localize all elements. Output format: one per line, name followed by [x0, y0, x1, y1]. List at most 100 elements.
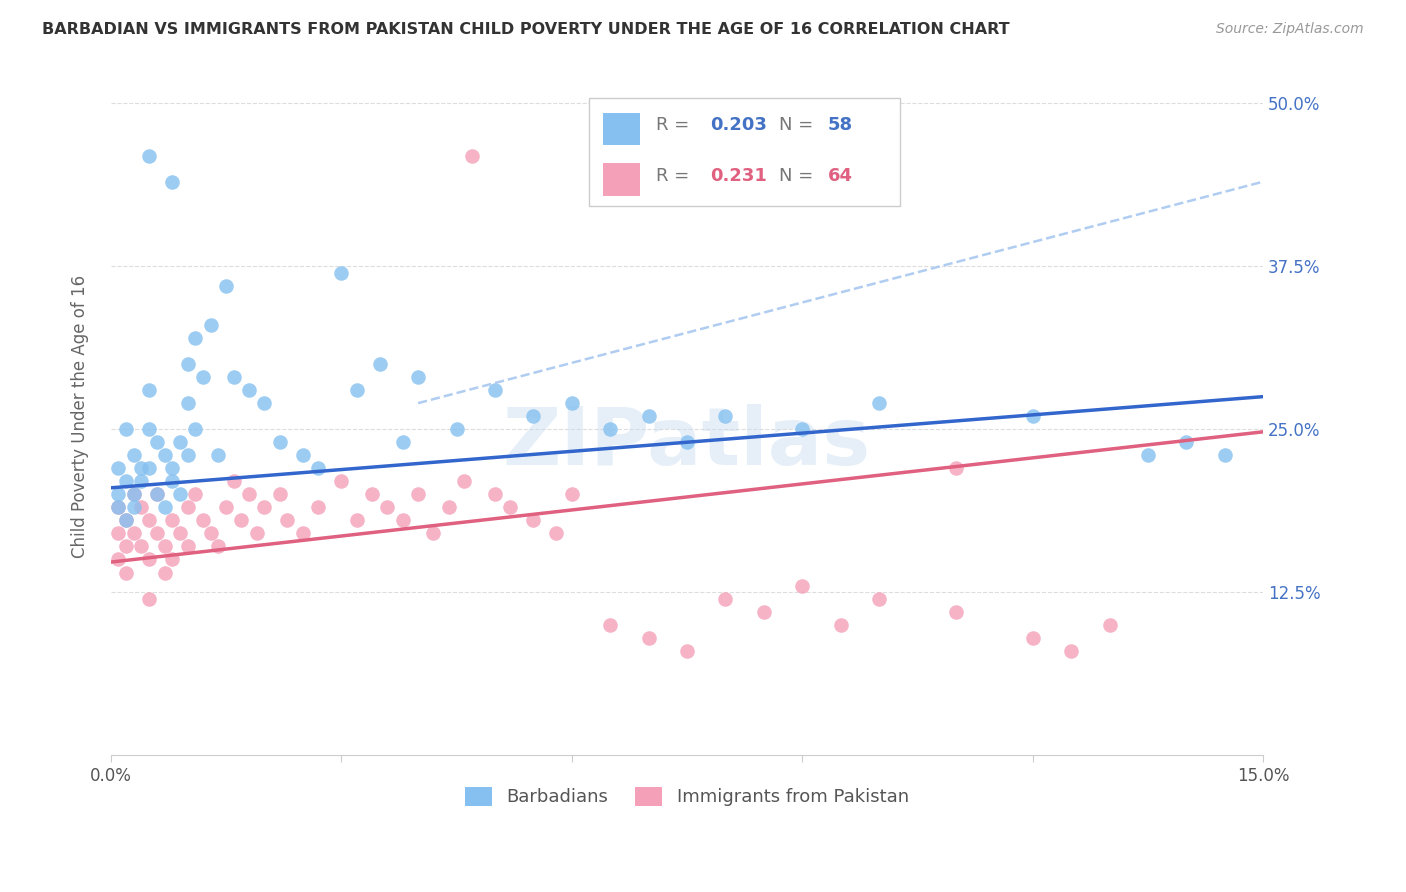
- Text: BARBADIAN VS IMMIGRANTS FROM PAKISTAN CHILD POVERTY UNDER THE AGE OF 16 CORRELAT: BARBADIAN VS IMMIGRANTS FROM PAKISTAN CH…: [42, 22, 1010, 37]
- Point: [122, 448, 145, 462]
- Point: [238, 487, 260, 501]
- Point: [184, 422, 207, 436]
- Point: [176, 500, 198, 515]
- Point: [637, 631, 659, 645]
- Point: [291, 526, 314, 541]
- Point: [222, 370, 245, 384]
- Point: [461, 148, 484, 162]
- FancyBboxPatch shape: [603, 112, 640, 145]
- Point: [945, 605, 967, 619]
- Point: [153, 566, 176, 580]
- Point: [422, 526, 444, 541]
- Point: [253, 396, 276, 410]
- Point: [138, 383, 160, 397]
- Point: [146, 435, 169, 450]
- Point: [453, 475, 475, 489]
- Point: [215, 500, 238, 515]
- Point: [346, 513, 368, 527]
- Point: [437, 500, 460, 515]
- Point: [676, 643, 699, 657]
- Point: [138, 552, 160, 566]
- Point: [215, 279, 238, 293]
- Point: [191, 513, 214, 527]
- FancyBboxPatch shape: [589, 98, 900, 206]
- Point: [406, 487, 429, 501]
- Point: [307, 461, 329, 475]
- Point: [115, 422, 138, 436]
- Point: [346, 383, 368, 397]
- Point: [200, 526, 222, 541]
- FancyBboxPatch shape: [603, 163, 640, 196]
- Point: [169, 526, 191, 541]
- Point: [599, 617, 621, 632]
- Point: [115, 566, 138, 580]
- Point: [153, 500, 176, 515]
- Point: [714, 409, 737, 424]
- Point: [522, 409, 544, 424]
- Point: [291, 448, 314, 462]
- Point: [107, 461, 129, 475]
- Point: [246, 526, 269, 541]
- Point: [637, 409, 659, 424]
- Point: [131, 500, 153, 515]
- Point: [945, 461, 967, 475]
- Point: [115, 475, 138, 489]
- Point: [160, 475, 183, 489]
- Point: [207, 448, 229, 462]
- Point: [446, 422, 468, 436]
- Point: [184, 487, 207, 501]
- Point: [253, 500, 276, 515]
- Point: [377, 500, 399, 515]
- Text: 0.231: 0.231: [710, 167, 766, 185]
- Point: [522, 513, 544, 527]
- Point: [406, 370, 429, 384]
- Point: [269, 487, 291, 501]
- Point: [330, 266, 353, 280]
- Point: [792, 422, 814, 436]
- Point: [138, 461, 160, 475]
- Point: [1136, 448, 1159, 462]
- Text: R =: R =: [655, 167, 695, 185]
- Point: [107, 526, 129, 541]
- Point: [546, 526, 568, 541]
- Point: [115, 513, 138, 527]
- Text: N =: N =: [779, 167, 820, 185]
- Point: [146, 487, 169, 501]
- Point: [276, 513, 298, 527]
- Point: [368, 357, 391, 371]
- Point: [107, 552, 129, 566]
- Point: [484, 487, 506, 501]
- Point: [269, 435, 291, 450]
- Point: [561, 396, 583, 410]
- Point: [153, 540, 176, 554]
- Point: [176, 540, 198, 554]
- Point: [330, 475, 353, 489]
- Legend: Barbadians, Immigrants from Pakistan: Barbadians, Immigrants from Pakistan: [458, 780, 917, 814]
- Point: [676, 435, 699, 450]
- Point: [138, 513, 160, 527]
- Y-axis label: Child Poverty Under the Age of 16: Child Poverty Under the Age of 16: [72, 275, 89, 558]
- Point: [115, 513, 138, 527]
- Point: [207, 540, 229, 554]
- Point: [122, 487, 145, 501]
- Point: [169, 435, 191, 450]
- Point: [160, 552, 183, 566]
- Point: [1213, 448, 1236, 462]
- Point: [153, 448, 176, 462]
- Point: [184, 331, 207, 345]
- Point: [107, 500, 129, 515]
- Point: [714, 591, 737, 606]
- Point: [138, 422, 160, 436]
- Point: [307, 500, 329, 515]
- Point: [391, 435, 413, 450]
- Point: [231, 513, 253, 527]
- Point: [115, 540, 138, 554]
- Point: [1060, 643, 1083, 657]
- Point: [131, 461, 153, 475]
- Point: [868, 591, 890, 606]
- Point: [1022, 409, 1045, 424]
- Point: [830, 617, 852, 632]
- Point: [1098, 617, 1121, 632]
- Point: [1175, 435, 1198, 450]
- Point: [499, 500, 522, 515]
